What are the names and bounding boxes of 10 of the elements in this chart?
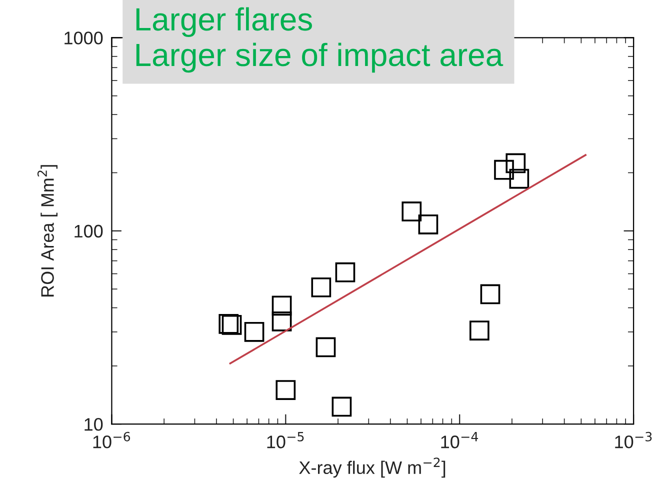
y-axis-title: ROI Area [ Mm$^{2}$]: [37, 165, 58, 296]
annotation: Larger flares Larger size of impact area: [136, 7, 504, 73]
x-tick-label: 10$^{−6}$: [93, 432, 130, 448]
y-tick-label: 100: [74, 224, 103, 238]
x-axis-title: X-ray flux [W m$^{−2}$]: [299, 458, 446, 478]
x-tick-label: 10$^{−5}$: [267, 432, 304, 448]
y-tick-label: 1000: [64, 32, 103, 44]
y-tick-label: 10: [84, 418, 103, 431]
x-tick-label: 10$^{−4}$: [441, 432, 478, 448]
x-tick-label: 10$^{−3}$: [615, 432, 652, 448]
